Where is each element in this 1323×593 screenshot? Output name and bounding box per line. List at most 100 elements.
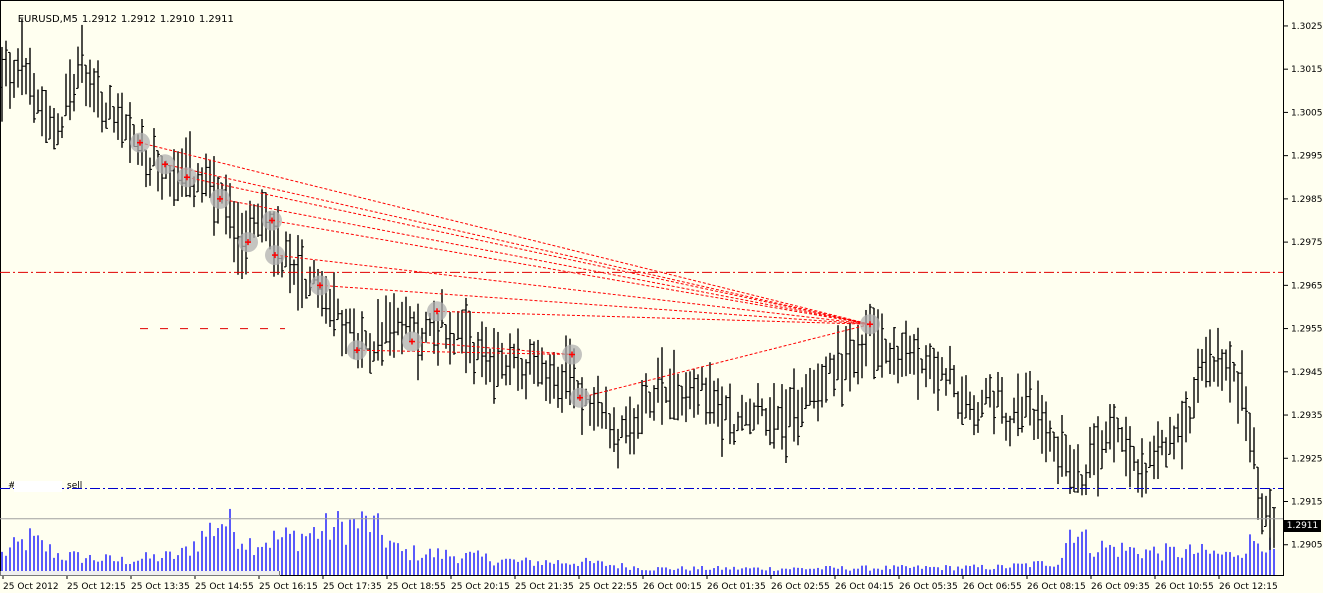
trend-line[interactable] (186, 176, 871, 325)
trend-line[interactable] (219, 198, 871, 325)
ohlc-bar (488, 348, 492, 383)
ohlc-open: 1.2912 (81, 14, 117, 25)
y-tick-label: 1.2935 (1291, 411, 1323, 421)
ohlc-bar (40, 86, 44, 137)
marker-point[interactable] (427, 301, 447, 322)
ohlc-bar (556, 366, 560, 408)
ohlc-bar (256, 203, 260, 237)
x-tick-label: 25 Oct 18:55 (387, 582, 446, 592)
marker-point[interactable] (130, 132, 150, 153)
ohlc-bar (964, 375, 968, 419)
ohlc-bar (44, 90, 48, 144)
ohlc-bar (188, 131, 192, 198)
ohlc-bar (524, 359, 528, 400)
trend-line[interactable] (319, 284, 871, 325)
ohlc-close: 1.2911 (198, 14, 234, 25)
marker-point[interactable] (262, 210, 282, 231)
ohlc-bar (284, 231, 288, 268)
ohlc-bar (792, 368, 796, 442)
ohlc-bar (824, 356, 828, 403)
ohlc-bar (776, 405, 780, 430)
marker-point[interactable] (238, 232, 258, 253)
marker-point[interactable] (570, 387, 590, 408)
x-tick-label: 25 Oct 12:15 (67, 582, 126, 592)
ohlc-bar (456, 311, 460, 341)
marker-point[interactable] (265, 245, 285, 266)
ohlc-bar (120, 92, 124, 148)
ohlc-bar (1044, 401, 1048, 463)
ohlc-bar (344, 308, 348, 355)
ohlc-bar (988, 374, 992, 408)
ohlc-bar (92, 68, 96, 113)
ohlc-bar (1024, 372, 1028, 418)
marker-point[interactable] (402, 331, 422, 352)
ohlc-bar (796, 389, 800, 446)
x-tick-label: 25 Oct 20:15 (451, 582, 510, 592)
x-tick-label: 25 Oct 22:55 (579, 582, 638, 592)
ohlc-bar (900, 332, 904, 377)
ohlc-bar (1140, 438, 1144, 498)
ohlc-bar (24, 57, 28, 95)
ohlc-bar (860, 334, 864, 379)
ohlc-bar (896, 345, 900, 384)
ohlc-bar (1128, 426, 1132, 488)
ohlc-bar (516, 328, 520, 391)
marker-point[interactable] (177, 167, 197, 188)
ohlc-bar (1216, 327, 1220, 387)
trend-line[interactable] (411, 341, 573, 356)
ohlc-bar (36, 89, 40, 114)
y-tick-label: 1.2925 (1291, 454, 1323, 464)
ohlc-bar (912, 334, 916, 375)
ohlc-bar (1268, 488, 1272, 550)
selection-bar[interactable] (0, 571, 280, 576)
trend-line[interactable] (436, 310, 871, 325)
ohlc-bar (956, 391, 960, 419)
ohlc-bar (948, 345, 952, 385)
ohlc-bar (816, 363, 820, 422)
ohlc-bar (668, 368, 672, 420)
ohlc-bar (680, 385, 684, 416)
ohlc-bar (812, 369, 816, 409)
trend-line[interactable] (271, 219, 871, 325)
ohlc-bar (996, 371, 1000, 408)
ohlc-bar (640, 379, 644, 435)
marker-point[interactable] (860, 314, 880, 335)
ohlc-bar (700, 366, 704, 391)
ohlc-bar (1064, 434, 1068, 477)
ohlc-bar (1172, 425, 1176, 460)
ohlc-bar (492, 328, 496, 404)
trend-line[interactable] (139, 142, 871, 325)
ohlc-bar (1116, 417, 1120, 443)
y-tick-label: 1.2915 (1291, 498, 1323, 508)
ohlc-bar (1152, 435, 1156, 480)
ohlc-bar (788, 387, 792, 428)
ohlc-bar (1256, 466, 1260, 520)
ohlc-bar (1244, 386, 1248, 442)
marker-point[interactable] (155, 154, 175, 175)
ohlc-bar (608, 413, 612, 449)
y-tick-label: 1.2995 (1291, 152, 1323, 162)
marker-point[interactable] (562, 344, 582, 365)
ohlc-bar (1132, 445, 1136, 471)
ohlc-bar (908, 335, 912, 374)
ohlc-bar (372, 341, 376, 362)
y-tick-label: 1.2955 (1291, 325, 1323, 335)
ohlc-bar (1072, 449, 1076, 493)
ohlc-bar (532, 341, 536, 384)
ohlc-bar (1000, 377, 1004, 424)
trend-line[interactable] (356, 349, 573, 356)
ohlc-bar (632, 408, 636, 455)
trend-line[interactable] (274, 254, 871, 325)
marker-point[interactable] (210, 188, 230, 209)
marker-point[interactable] (310, 275, 330, 296)
ohlc-bar (100, 91, 104, 133)
ohlc-bar (836, 325, 840, 381)
trend-line[interactable] (164, 163, 871, 325)
ohlc-bar (656, 357, 660, 403)
marker-point[interactable] (347, 340, 367, 361)
ohlc-bar (1124, 416, 1128, 477)
ohlc-bar (564, 335, 568, 399)
ohlc-bar (1148, 441, 1152, 468)
